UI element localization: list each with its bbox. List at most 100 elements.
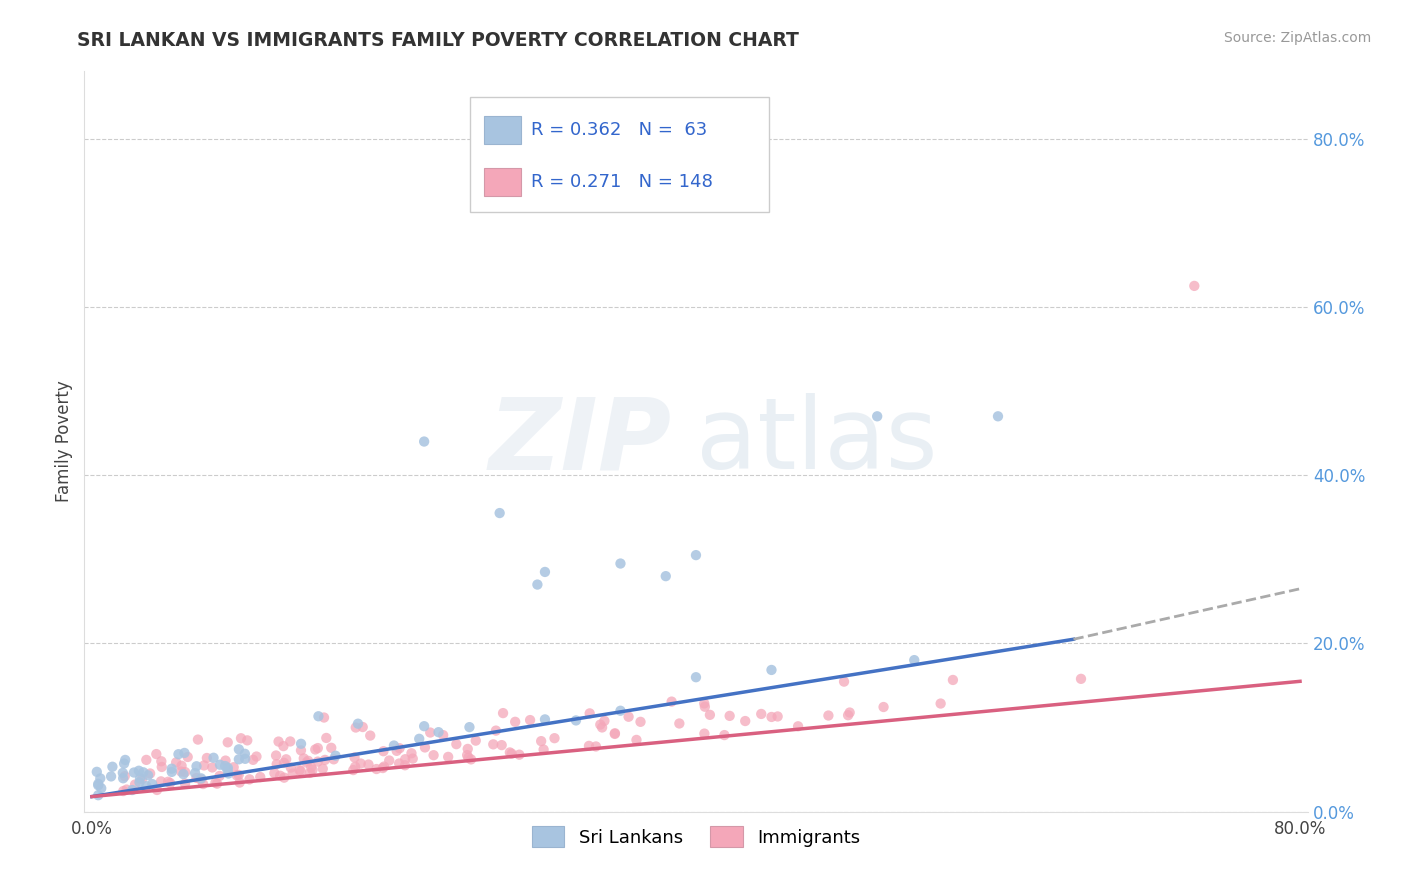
- Bar: [484, 168, 522, 195]
- Point: [173, 746, 195, 760]
- Point: [749, 706, 772, 721]
- Point: [301, 763, 323, 777]
- Point: [201, 760, 224, 774]
- Point: [276, 752, 298, 766]
- Y-axis label: Family Poverty: Family Poverty: [55, 381, 73, 502]
- Point: [228, 768, 250, 782]
- Point: [464, 733, 486, 747]
- Point: [217, 763, 239, 777]
- Point: [503, 714, 526, 729]
- Point: [456, 748, 478, 763]
- Point: [314, 753, 336, 767]
- Point: [630, 714, 652, 729]
- Point: [388, 756, 411, 771]
- Point: [422, 748, 444, 763]
- Point: [565, 714, 588, 728]
- Point: [193, 758, 215, 772]
- Point: [86, 764, 108, 779]
- Point: [186, 759, 208, 773]
- Point: [121, 783, 143, 797]
- Point: [321, 740, 343, 755]
- Point: [87, 778, 110, 792]
- Point: [371, 761, 394, 775]
- Point: [273, 739, 295, 753]
- Point: [1182, 279, 1205, 293]
- Point: [713, 728, 735, 742]
- Point: [603, 726, 626, 740]
- Point: [290, 764, 312, 778]
- Point: [150, 754, 173, 768]
- Point: [263, 766, 285, 780]
- Point: [942, 673, 965, 687]
- Point: [165, 756, 187, 770]
- Point: [373, 759, 395, 773]
- Point: [307, 741, 329, 756]
- Point: [184, 766, 207, 780]
- Point: [350, 756, 373, 771]
- Point: [135, 753, 157, 767]
- Point: [229, 731, 252, 746]
- Point: [661, 695, 683, 709]
- Point: [242, 753, 264, 767]
- Point: [458, 720, 481, 734]
- Point: [236, 733, 259, 747]
- Point: [578, 739, 600, 753]
- Point: [347, 716, 370, 731]
- Point: [685, 548, 707, 562]
- Point: [343, 750, 366, 764]
- Point: [446, 737, 468, 751]
- Point: [204, 775, 226, 789]
- Point: [693, 726, 716, 740]
- Point: [160, 762, 183, 776]
- Point: [187, 732, 209, 747]
- Point: [508, 747, 530, 762]
- Point: [457, 750, 479, 764]
- Point: [122, 765, 145, 780]
- Point: [401, 746, 423, 760]
- Point: [295, 756, 318, 770]
- Point: [457, 742, 479, 756]
- Point: [388, 741, 411, 756]
- Point: [214, 754, 236, 768]
- Point: [233, 747, 256, 761]
- Point: [357, 757, 380, 772]
- Point: [129, 772, 152, 786]
- Text: atlas: atlas: [696, 393, 938, 490]
- Point: [112, 756, 135, 771]
- Point: [617, 710, 640, 724]
- Point: [589, 717, 612, 731]
- Point: [533, 742, 555, 756]
- Point: [685, 670, 707, 684]
- Point: [298, 765, 321, 780]
- Point: [312, 710, 335, 724]
- Point: [267, 734, 290, 748]
- Point: [519, 713, 541, 727]
- Point: [159, 776, 181, 790]
- Point: [273, 756, 295, 770]
- Point: [264, 748, 287, 763]
- Point: [526, 577, 548, 591]
- Point: [359, 729, 381, 743]
- Point: [217, 761, 239, 775]
- Point: [245, 749, 267, 764]
- Point: [394, 758, 416, 772]
- Point: [149, 774, 172, 789]
- Point: [304, 742, 326, 756]
- Point: [249, 770, 271, 784]
- Point: [222, 760, 245, 774]
- Point: [593, 714, 616, 728]
- Text: SRI LANKAN VS IMMIGRANTS FAMILY POVERTY CORRELATION CHART: SRI LANKAN VS IMMIGRANTS FAMILY POVERTY …: [77, 31, 799, 50]
- Point: [174, 765, 197, 780]
- Point: [699, 707, 721, 722]
- Point: [342, 763, 364, 777]
- Point: [128, 764, 150, 778]
- Point: [228, 775, 250, 789]
- Point: [132, 765, 155, 780]
- Point: [344, 760, 367, 774]
- Point: [585, 739, 607, 754]
- Point: [693, 699, 716, 714]
- Text: ZIP: ZIP: [488, 393, 672, 490]
- Point: [290, 743, 312, 757]
- Point: [817, 708, 839, 723]
- Point: [90, 781, 112, 796]
